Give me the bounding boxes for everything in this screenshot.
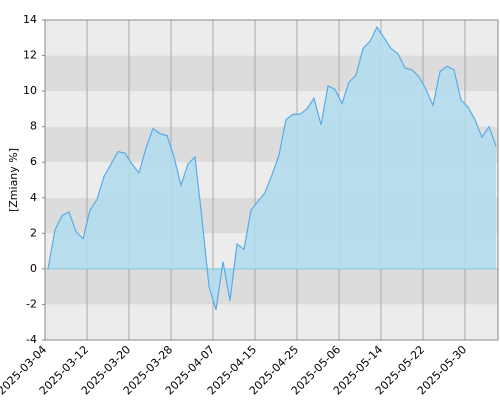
y-tick-label: 6 — [30, 155, 37, 168]
y-tick-label: 4 — [30, 191, 37, 204]
y-axis-label: [Zmiany %] — [7, 148, 20, 212]
line — [47, 25, 497, 310]
grid-band — [45, 268, 498, 305]
y-tick-label: 2 — [30, 226, 37, 239]
y-tick-label: -4 — [26, 333, 37, 346]
grid-band — [45, 55, 498, 92]
y-tick-label: 12 — [23, 49, 37, 62]
grid-band — [45, 20, 498, 56]
grid-band — [45, 304, 498, 340]
y-tick-label: 10 — [23, 84, 37, 97]
y-tick-label: 0 — [30, 262, 37, 275]
area — [48, 27, 496, 310]
y-tick-label: 14 — [23, 13, 37, 26]
plot-frame — [44, 19, 499, 341]
y-tick-label: -2 — [26, 297, 37, 310]
y-tick-label: 8 — [30, 120, 37, 133]
